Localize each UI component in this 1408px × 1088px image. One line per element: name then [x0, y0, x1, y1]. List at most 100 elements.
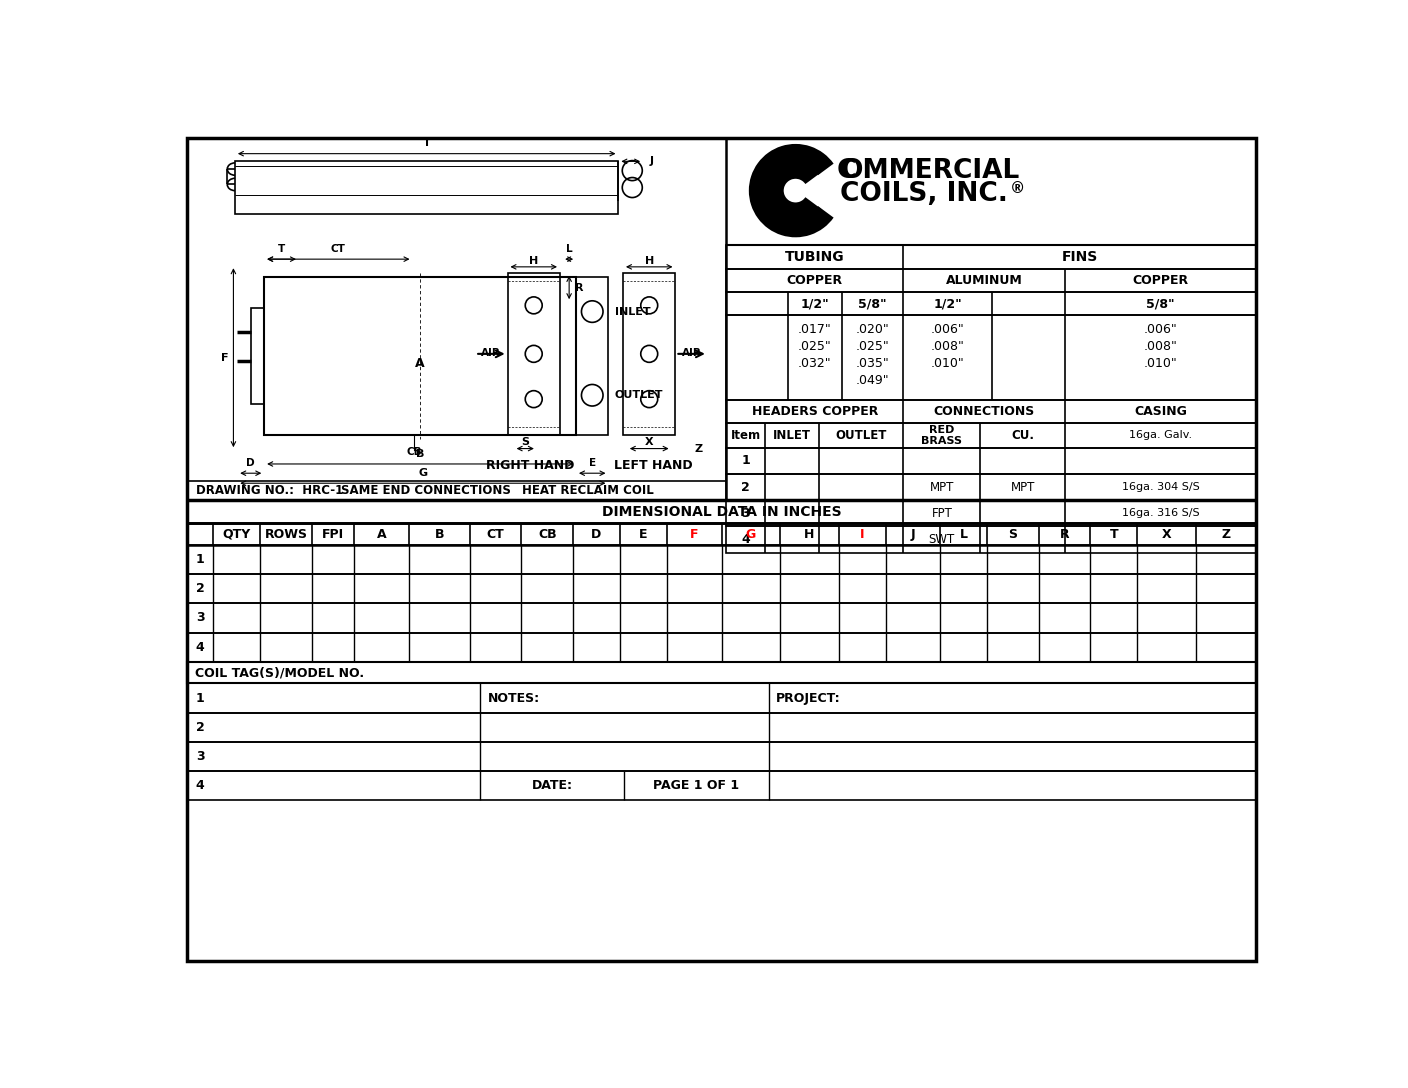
Text: T: T — [277, 244, 286, 254]
Text: RIGHT HAND: RIGHT HAND — [486, 459, 574, 472]
Text: HEAT RECLAIM COIL: HEAT RECLAIM COIL — [522, 484, 653, 496]
Bar — [187, 574, 1256, 604]
Text: S: S — [521, 437, 529, 447]
Bar — [187, 500, 1256, 523]
Bar — [727, 400, 1256, 423]
Text: .010": .010" — [1143, 357, 1177, 370]
Text: DATE:: DATE: — [531, 779, 573, 792]
Text: .006": .006" — [1143, 323, 1177, 336]
Text: 1: 1 — [741, 455, 750, 468]
Text: .010": .010" — [931, 357, 964, 370]
Text: 2: 2 — [196, 721, 204, 733]
Text: Z: Z — [694, 444, 703, 454]
Text: ROWS: ROWS — [265, 528, 308, 541]
Text: RED
BRASS: RED BRASS — [921, 424, 962, 446]
Text: 1: 1 — [196, 553, 204, 566]
Text: S: S — [1008, 528, 1018, 541]
Text: CB: CB — [538, 528, 556, 541]
Text: DRAWING NO.:  HRC-1: DRAWING NO.: HRC-1 — [197, 484, 344, 496]
Text: .017": .017" — [798, 323, 832, 336]
Text: X: X — [645, 437, 653, 447]
Bar — [727, 245, 1256, 269]
Text: COILS, INC.: COILS, INC. — [841, 181, 1008, 207]
Text: 4: 4 — [196, 779, 204, 792]
Text: I: I — [425, 138, 428, 148]
Text: G: G — [746, 528, 756, 541]
Text: 5/8": 5/8" — [1146, 297, 1174, 310]
Text: B: B — [435, 528, 444, 541]
Text: C: C — [838, 158, 856, 184]
Text: CONNECTIONS: CONNECTIONS — [934, 405, 1035, 418]
Text: X: X — [1162, 528, 1171, 541]
Text: INLET: INLET — [614, 307, 650, 317]
Text: COPPER: COPPER — [787, 274, 843, 287]
Bar — [187, 523, 1256, 545]
Text: QTY: QTY — [222, 528, 251, 541]
Bar — [727, 527, 1256, 553]
Text: G: G — [418, 468, 428, 478]
Text: AIR: AIR — [480, 348, 500, 358]
Text: 3: 3 — [196, 750, 204, 763]
Text: PROJECT:: PROJECT: — [776, 692, 841, 705]
Text: 4: 4 — [741, 533, 750, 546]
Text: A: A — [377, 528, 386, 541]
Text: J: J — [649, 157, 653, 166]
Text: CT: CT — [487, 528, 504, 541]
Text: L: L — [960, 528, 967, 541]
Text: HEADERS COPPER: HEADERS COPPER — [752, 405, 879, 418]
Text: LEFT HAND: LEFT HAND — [614, 459, 693, 472]
Text: ALUMINUM: ALUMINUM — [946, 274, 1022, 287]
Text: CASING: CASING — [1133, 405, 1187, 418]
Bar — [187, 632, 1256, 662]
Text: 2: 2 — [741, 481, 750, 494]
Text: R: R — [1060, 528, 1070, 541]
Bar — [727, 316, 1256, 400]
Bar — [235, 161, 618, 213]
Bar — [727, 293, 1256, 316]
Text: CT: CT — [331, 244, 346, 254]
Text: COPPER: COPPER — [1132, 274, 1188, 287]
Bar — [727, 500, 1256, 527]
Text: .008": .008" — [1143, 339, 1177, 353]
Text: .020": .020" — [856, 323, 890, 336]
Bar — [187, 545, 1256, 574]
Text: FPT: FPT — [931, 507, 952, 520]
Text: COIL TAG(S)/MODEL NO.: COIL TAG(S)/MODEL NO. — [194, 666, 365, 679]
Text: .032": .032" — [798, 357, 832, 370]
Text: MPT: MPT — [1011, 481, 1035, 494]
Text: I: I — [860, 528, 865, 541]
Text: SAME END CONNECTIONS: SAME END CONNECTIONS — [341, 484, 511, 496]
Text: 3: 3 — [741, 507, 750, 520]
Text: 1: 1 — [196, 692, 204, 705]
Text: H: H — [804, 528, 815, 541]
Bar — [727, 474, 1256, 500]
Text: T: T — [1110, 528, 1118, 541]
Bar — [576, 276, 608, 435]
Bar — [727, 423, 1256, 448]
Bar — [187, 771, 1256, 801]
Text: D: D — [246, 458, 255, 468]
Text: 2: 2 — [196, 582, 204, 595]
Text: .008": .008" — [931, 339, 964, 353]
Text: 5/8": 5/8" — [859, 297, 887, 310]
Text: .025": .025" — [856, 339, 890, 353]
Text: OUTLET: OUTLET — [614, 391, 663, 400]
Bar — [507, 273, 560, 435]
Text: OMMERCIAL: OMMERCIAL — [841, 158, 1019, 184]
Text: B: B — [415, 448, 424, 458]
Bar — [251, 308, 265, 404]
Text: J: J — [911, 528, 915, 541]
Text: MPT: MPT — [929, 481, 955, 494]
Text: FPI: FPI — [322, 528, 344, 541]
Bar — [265, 276, 576, 435]
Text: .025": .025" — [798, 339, 832, 353]
Text: 3: 3 — [196, 611, 204, 625]
Text: PAGE 1 OF 1: PAGE 1 OF 1 — [653, 779, 739, 792]
Text: H: H — [529, 257, 538, 267]
Text: 1/2": 1/2" — [934, 297, 962, 310]
Bar — [187, 604, 1256, 632]
Text: E: E — [589, 458, 596, 468]
Text: F: F — [221, 353, 228, 362]
Text: 16ga. 316 S/S: 16ga. 316 S/S — [1122, 508, 1200, 518]
Text: 16ga. 304 S/S: 16ga. 304 S/S — [1122, 482, 1200, 492]
